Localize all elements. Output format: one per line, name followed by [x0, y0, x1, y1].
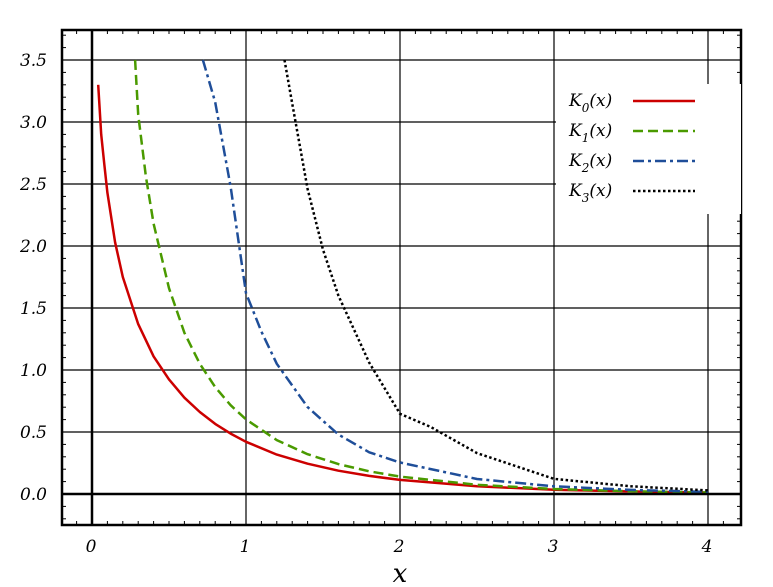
series-line-k2 [201, 59, 709, 494]
y-tick-label: 0.5 [20, 423, 47, 443]
x-axis-title: x [393, 559, 408, 587]
zero-axes [62, 30, 741, 525]
y-tick-label: 2.0 [19, 237, 47, 257]
y-tick-label: 2.5 [19, 175, 47, 195]
plot-frame [60, 28, 743, 527]
legend-label-k2: K2(x) [568, 151, 612, 175]
y-tick-label: 1.0 [20, 361, 47, 381]
series-line-k3 [283, 59, 709, 492]
x-tick-label: 3 [548, 537, 559, 557]
legend: K0(x) K1(x) K2(x) K3(x) [556, 84, 741, 214]
series-line-k0 [96, 84, 709, 494]
x-tick-label: 2 [393, 537, 405, 557]
x-tick-label: 1 [240, 537, 251, 557]
y-tick-label: 3.0 [20, 113, 47, 133]
legend-box [556, 84, 741, 214]
legend-label-k1: K1(x) [568, 121, 612, 145]
y-tick-label: 1.5 [20, 299, 47, 319]
y-tick-label: 3.5 [20, 51, 47, 71]
legend-label-k0: K0(x) [568, 91, 612, 115]
series-group [96, 59, 709, 494]
x-tick-labels: 0 1 2 3 4 [86, 537, 713, 557]
legend-label-k3: K3(x) [568, 181, 612, 205]
x-tick-label: 0 [86, 537, 97, 557]
y-tick-label: 0.0 [20, 485, 47, 505]
x-tick-label: 4 [701, 537, 713, 557]
y-tick-labels: 0.0 0.5 1.0 1.5 2.0 2.5 3.0 3.5 [19, 51, 47, 505]
